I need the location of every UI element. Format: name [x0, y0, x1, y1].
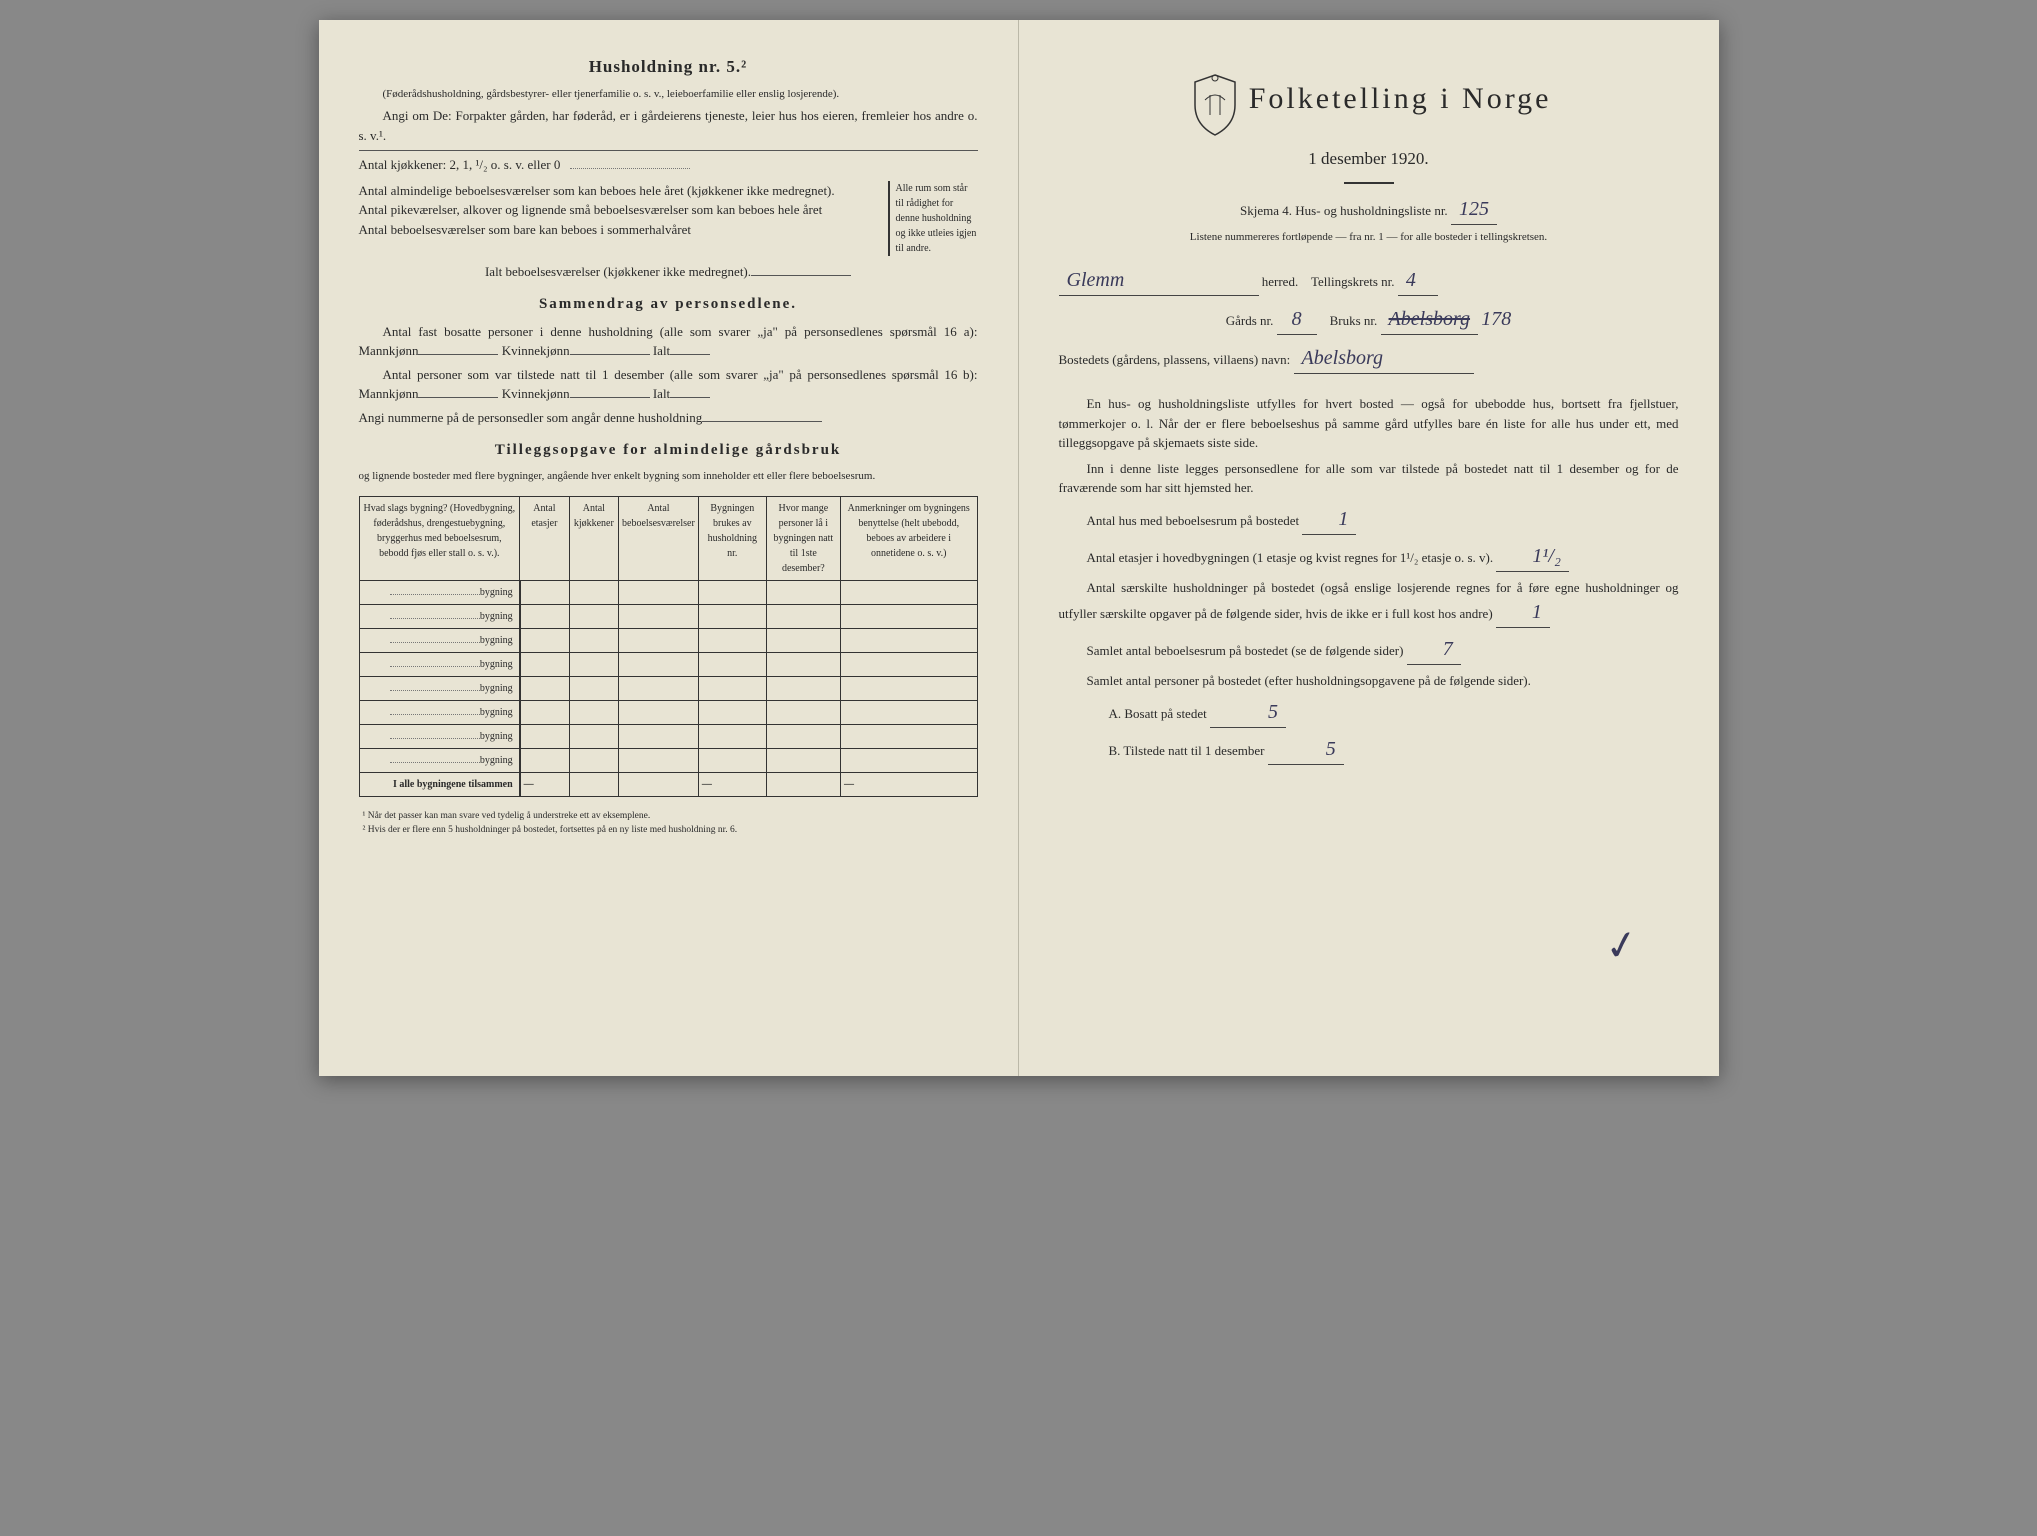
- q3-value: 1: [1496, 597, 1550, 628]
- footnote-1: ¹ Når det passer kan man svare ved tydel…: [359, 809, 978, 823]
- bosted-value: Abelsborg: [1294, 343, 1474, 374]
- room-line-3: Antal beboelsesværelser som bare kan beb…: [359, 220, 691, 240]
- q1: Antal hus med beboelsesrum på bostedet 1: [1059, 504, 1679, 535]
- table-row: bygning: [359, 677, 977, 701]
- table-row: bygning: [359, 749, 977, 773]
- table-row: bygning: [359, 701, 977, 725]
- th-6: Hvor mange personer lå i bygningen natt …: [766, 497, 840, 581]
- skjema-nr-value: 125: [1451, 194, 1497, 225]
- right-page: Folketelling i Norge 1 desember 1920. Sk…: [1019, 20, 1719, 1076]
- left-page: Husholdning nr. 5.² (Føderådshusholdning…: [319, 20, 1019, 1076]
- bruks-value: 178: [1481, 308, 1511, 330]
- household-heading: Husholdning nr. 5.²: [359, 54, 978, 80]
- qB-value: 5: [1268, 734, 1344, 765]
- th-2: Antal etasjer: [520, 497, 569, 581]
- para-2: Inn i denne liste legges personsedlene f…: [1059, 459, 1679, 498]
- th-4: Antal beboelsesværelser: [619, 497, 699, 581]
- q3: Antal særskilte husholdninger på bostede…: [1059, 578, 1679, 629]
- census-date: 1 desember 1920.: [1059, 146, 1679, 172]
- sum-label: I alle bygningene tilsammen: [359, 773, 520, 797]
- s2-line3: Angi nummerne på de personsedler som ang…: [359, 408, 978, 428]
- bosted-line: Bostedets (gårdens, plassens, villaens) …: [1059, 343, 1679, 374]
- gards-value: 8: [1277, 304, 1317, 335]
- table-row: bygning: [359, 605, 977, 629]
- qA: A. Bosatt på stedet 5: [1059, 697, 1679, 728]
- q4-value: 7: [1407, 634, 1461, 665]
- brace-note: Alle rum som står til rådighet for denne…: [888, 181, 978, 256]
- s3-intro: og lignende bosteder med flere bygninger…: [359, 468, 978, 485]
- herred-line: Glemm herred. Tellingskrets nr. 4: [1059, 265, 1679, 296]
- table-row: bygning: [359, 725, 977, 749]
- s2-line1: Antal fast bosatte personer i denne hush…: [359, 322, 978, 361]
- q4: Samlet antal beboelsesrum på bostedet (s…: [1059, 634, 1679, 665]
- para-1: En hus- og husholdningsliste utfylles fo…: [1059, 394, 1679, 453]
- th-5: Bygningen brukes av husholdning nr.: [698, 497, 766, 581]
- footnotes: ¹ Når det passer kan man svare ved tydel…: [359, 809, 978, 838]
- room-line-2: Antal pikeværelser, alkover og lignende …: [359, 200, 823, 220]
- th-7: Anmerkninger om bygningens benyttelse (h…: [840, 497, 977, 581]
- building-table: Hvad slags bygning? (Hovedbygning, føder…: [359, 496, 978, 797]
- intro-text-1: (Føderådshusholdning, gårdsbestyrer- ell…: [359, 86, 978, 103]
- intro-text-2: Angi om De: Forpakter gården, har føderå…: [359, 106, 978, 145]
- q5: Samlet antal personer på bostedet (efter…: [1059, 671, 1679, 691]
- table-row: bygning: [359, 629, 977, 653]
- herred-value: Glemm: [1059, 265, 1259, 296]
- listene-note: Listene nummereres fortløpende — fra nr.…: [1059, 229, 1679, 246]
- checkmark-icon: ✓: [1600, 914, 1643, 979]
- bruks-strike: Abelsborg: [1381, 304, 1478, 335]
- footnote-2: ² Hvis der er flere enn 5 husholdninger …: [359, 823, 978, 837]
- q2: Antal etasjer i hovedbygningen (1 etasje…: [1059, 541, 1679, 572]
- coat-of-arms-icon: [1185, 70, 1245, 140]
- section3-title: Tilleggsopgave for almindelige gårdsbruk: [359, 439, 978, 462]
- th-3: Antal kjøkkener: [569, 497, 618, 581]
- rooms-total: Ialt beboelsesværelser (kjøkkener ikke m…: [359, 262, 978, 282]
- gards-line: Gårds nr. 8 Bruks nr. Abelsborg 178: [1059, 304, 1679, 335]
- q2-value: 1¹/₂: [1496, 541, 1569, 572]
- qA-value: 5: [1210, 697, 1286, 728]
- th-1: Hvad slags bygning? (Hovedbygning, føder…: [359, 497, 520, 581]
- kitchens-line: Antal kjøkkener: 2, 1, ¹/₂ o. s. v. elle…: [359, 155, 978, 175]
- qB: B. Tilstede natt til 1 desember 5: [1059, 734, 1679, 765]
- table-row: bygning: [359, 653, 977, 677]
- section2-title: Sammendrag av personsedlene.: [359, 293, 978, 316]
- divider: [1344, 182, 1394, 184]
- rooms-block: Antal almindelige beboelsesværelser som …: [359, 181, 978, 256]
- skjema-line: Skjema 4. Hus- og husholdningsliste nr. …: [1059, 194, 1679, 225]
- krets-value: 4: [1398, 265, 1438, 296]
- room-line-1: Antal almindelige beboelsesværelser som …: [359, 181, 835, 201]
- table-row: bygning: [359, 581, 977, 605]
- s2-line2: Antal personer som var tilstede natt til…: [359, 365, 978, 404]
- main-title: Folketelling i Norge: [1249, 82, 1552, 115]
- q1-value: 1: [1302, 504, 1356, 535]
